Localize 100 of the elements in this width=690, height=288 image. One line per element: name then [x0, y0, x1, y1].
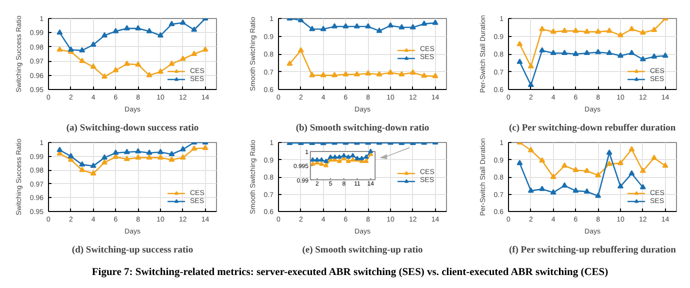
- caption: Figure 7: Switching-related metrics: server-executed ABR switching (SES) vs. client-executed ABR switching (CES): [92, 266, 608, 280]
- point: [191, 50, 198, 56]
- point: [135, 61, 142, 67]
- point: [332, 23, 338, 28]
- point: [56, 146, 63, 152]
- point: [286, 60, 293, 66]
- point: [410, 24, 416, 30]
- point: [79, 47, 86, 52]
- point: [640, 184, 646, 190]
- point: [539, 47, 546, 52]
- point: [606, 160, 612, 166]
- point: [324, 162, 329, 168]
- point: [364, 158, 369, 164]
- point: [618, 183, 624, 188]
- point: [562, 28, 568, 33]
- point: [310, 161, 316, 166]
- point: [359, 156, 364, 160]
- point: [342, 23, 349, 28]
- point: [90, 162, 96, 168]
- point: [168, 150, 175, 156]
- point: [651, 53, 658, 59]
- point: [180, 56, 186, 61]
- point: [606, 149, 612, 155]
- point: [628, 26, 635, 32]
- point: [124, 156, 130, 162]
- text: (d) Switching-up success ratio: [72, 246, 194, 256]
- point: [324, 158, 329, 164]
- point: [158, 32, 164, 38]
- point: [79, 58, 86, 64]
- point: [342, 71, 349, 76]
- point: [421, 72, 428, 78]
- point: [168, 60, 175, 66]
- point: [79, 161, 86, 167]
- point: [332, 154, 338, 159]
- text: (b) Smooth switching-down ratio: [296, 124, 430, 134]
- text: (a) Switching-down success ratio: [66, 124, 199, 134]
- point: [618, 160, 624, 166]
- point: [56, 46, 63, 52]
- point: [584, 188, 590, 194]
- point: [364, 154, 369, 159]
- point: [191, 26, 198, 32]
- point: [550, 28, 556, 34]
- point: [112, 149, 119, 155]
- point: [310, 157, 316, 162]
- point: [56, 29, 63, 35]
- point: [158, 154, 164, 160]
- point: [550, 50, 556, 56]
- point: [398, 71, 405, 76]
- point: [354, 71, 360, 76]
- point: [550, 189, 556, 194]
- point: [102, 73, 108, 79]
- text: (e) Smooth switching-up ratio: [302, 246, 424, 256]
- point: [584, 50, 590, 56]
- point: [640, 56, 646, 62]
- point: [68, 152, 74, 158]
- point: [550, 174, 556, 179]
- point: [368, 148, 374, 154]
- point: [572, 28, 579, 33]
- point: [168, 156, 175, 162]
- point: [516, 160, 523, 166]
- point: [528, 82, 534, 88]
- point: [572, 187, 579, 193]
- point: [572, 50, 579, 56]
- point: [90, 170, 96, 176]
- point: [180, 154, 186, 160]
- point: [350, 152, 356, 158]
- point: [202, 46, 208, 52]
- point: [102, 32, 108, 38]
- point: [606, 28, 612, 33]
- point: [309, 26, 316, 32]
- point: [146, 149, 152, 155]
- point: [651, 26, 658, 32]
- point: [79, 166, 86, 172]
- point: [628, 170, 635, 176]
- point: [628, 146, 635, 152]
- point: [595, 172, 602, 178]
- point: [410, 69, 416, 75]
- point: [314, 157, 320, 162]
- point: [562, 182, 568, 188]
- point: [320, 26, 326, 32]
- point: [562, 50, 568, 56]
- point: [112, 66, 119, 72]
- point: [595, 192, 602, 198]
- point: [640, 168, 646, 173]
- point: [90, 63, 96, 69]
- point: [528, 146, 534, 152]
- point: [528, 187, 534, 193]
- point: [180, 146, 186, 152]
- point: [341, 152, 346, 158]
- point: [135, 154, 142, 160]
- text: (f) Per switching-up rebuffering duration: [508, 246, 677, 256]
- text: (c) Per switching-down rebuffer duration: [508, 124, 676, 134]
- point: [124, 25, 130, 30]
- point: [516, 40, 523, 46]
- point: [562, 162, 568, 168]
- point: [628, 50, 635, 56]
- point: [158, 148, 164, 154]
- point: [158, 68, 164, 74]
- point: [662, 162, 668, 168]
- point: [90, 41, 96, 47]
